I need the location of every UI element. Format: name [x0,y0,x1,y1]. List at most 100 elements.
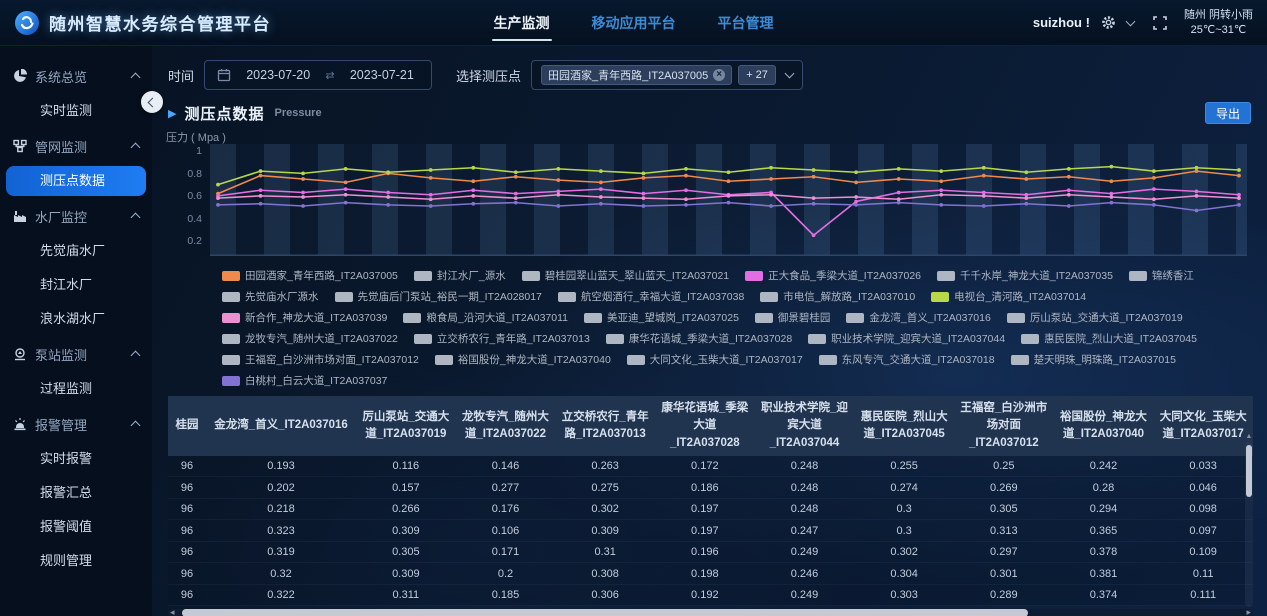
chart-point [1109,200,1114,205]
legend-item[interactable]: 千千水岸_神龙大道_IT2A037035 [937,268,1113,283]
column-header: 龙牧专汽_随州大道_IT2A037022 [462,410,549,440]
table-cell: 0.308 [591,567,619,580]
chevron-up-icon [130,350,141,361]
chart-point [1024,201,1029,206]
legend-item[interactable]: 厉山泵站_交通大道_IT2A037019 [1006,310,1183,325]
sidebar-item-process-monitoring[interactable]: 过程监测 [40,381,93,396]
legend-swatch [1010,354,1029,365]
table-cell: 0.309 [591,524,619,537]
legend-item[interactable]: 先觉庙水厂源水 [222,289,319,304]
legend-label: 电视台_清河路_IT2A037014 [954,291,1087,303]
legend-item[interactable]: 市电信_解放路_IT2A037010 [760,289,915,304]
legend-label: 航空烟酒行_幸福大道_IT2A037038 [580,291,745,303]
tab-platform-management[interactable]: 平台管理 [717,15,774,31]
table-cell: 0.266 [392,503,420,515]
legend-item[interactable]: 封江水厂_源水 [413,268,506,283]
legend-item[interactable]: 碧桂园翠山蓝天_翠山蓝天_IT2A037021 [521,268,729,283]
sidebar-group-pump-station[interactable]: 泵站监测 [0,336,152,372]
legend-item[interactable]: 裕国股份_神龙大道_IT2A037040 [434,352,611,367]
table-cell: 0.192 [691,589,719,601]
legend-item[interactable]: 航空烟酒行_幸福大道_IT2A037038 [557,289,745,304]
end-date-input[interactable]: 2023-07-21 [349,68,414,82]
table-cell: 0.116 [392,460,420,472]
sidebar-group-pipe-network[interactable]: 管网监测 [0,128,152,164]
legend-item[interactable]: 龙牧专汽_随州大道_IT2A037022 [222,331,398,346]
chart-point [939,169,944,174]
sidebar-item-realtime-alarm[interactable]: 实时报警 [40,451,93,466]
sidebar-collapse-button[interactable] [141,91,163,113]
section-subtitle: Pressure [274,107,322,119]
pressure-point-select[interactable]: 田园酒家_青年西路_IT2A037005 × + 27 [531,60,803,90]
legend-item[interactable]: 王福窑_白沙洲市场对面_IT2A037012 [222,352,419,367]
tab-production-monitoring[interactable]: 生产监测 [491,0,552,46]
legend-item[interactable]: 粮食局_沿河大道_IT2A037011 [403,310,568,325]
sidebar-item-fengjiang-plant[interactable]: 封江水厂 [40,277,93,292]
sidebar-item-pressure-point-data[interactable]: 测压点数据 [6,166,146,196]
legend-item[interactable]: 御景碧桂园 [754,310,831,325]
y-axis-title: 压力 ( Mpa ) [166,132,226,144]
legend-item[interactable]: 金龙湾_首义_IT2A037016 [846,310,991,325]
settings-gear-icon[interactable] [1101,15,1116,30]
tag-close-icon[interactable]: × [713,69,726,81]
legend-item[interactable]: 楚天明珠_明珠路_IT2A037015 [1010,352,1176,367]
legend-item[interactable]: 职业技术学院_迎宾大道_IT2A037044 [808,331,1005,346]
legend-item[interactable]: 锦绣香江 [1128,268,1194,283]
sidebar-group-system-overview[interactable]: 系统总览 [0,58,152,94]
legend-item[interactable]: 正大食品_季梁大道_IT2A037026 [745,268,921,283]
chart-point [1152,202,1156,207]
table-cell: 0.247 [790,524,819,537]
vertical-scrollbar-thumb[interactable] [1246,445,1252,497]
legend-item[interactable]: 田园酒家_青年西路_IT2A037005 [222,268,398,283]
table-cell: 0.275 [591,481,619,494]
legend-item[interactable]: 先觉庙后门泵站_裕民一期_IT2A028017 [334,289,542,304]
user-menu-chevron-icon[interactable] [1125,16,1136,26]
legend-label: 御景碧桂园 [777,312,831,324]
export-button[interactable]: 导出 [1204,102,1251,124]
sidebar-item-alarm-summary[interactable]: 报警汇总 [40,485,93,500]
sidebar-item-langshuihu-plant[interactable]: 浪水湖水厂 [40,311,106,326]
chevron-up-icon [130,142,141,153]
fullscreen-icon[interactable] [1153,15,1167,30]
chart-point [556,189,561,194]
chart-point [513,170,518,175]
horizontal-scrollbar[interactable]: ◂ ▸ [168,607,1253,616]
table-cell: 0.28 [1092,481,1115,494]
table-cell: 0.172 [691,460,719,472]
chart-point [1109,191,1114,196]
legend-item[interactable]: 康华花语城_季梁大道_IT2A037028 [605,331,792,346]
chart-point [1237,202,1241,207]
chart-point [471,165,476,170]
sidebar-item-rule-management[interactable]: 规则管理 [40,553,93,568]
legend-label: 千千水岸_神龙大道_IT2A037035 [960,270,1113,282]
chart-point [854,202,859,207]
chart-point [811,168,816,172]
date-range-picker[interactable]: 2023-07-20 ⇄ 2023-07-21 [204,60,433,90]
legend-item[interactable]: 立交桥农行_青年路_IT2A037013 [413,331,590,346]
legend-item[interactable]: 新合作_神龙大道_IT2A037039 [222,310,387,325]
vertical-scrollbar[interactable]: ▲ ▼ [1245,433,1253,616]
table-cell: 0.374 [1089,589,1118,601]
start-date-input[interactable]: 2023-07-20 [246,68,311,82]
sidebar-item-xianjuemiao-plant[interactable]: 先觉庙水厂 [40,243,106,258]
chart-point [726,179,731,184]
legend-item[interactable]: 白桃村_白云大道_IT2A037037 [222,373,387,388]
sidebar-item-alarm-threshold[interactable]: 报警阈值 [40,519,93,534]
legend-item[interactable]: 电视台_清河路_IT2A037014 [931,289,1086,304]
legend-item[interactable]: 东风专汽_交通大道_IT2A037018 [818,352,995,367]
sidebar-group-alarm-management[interactable]: 报警管理 [0,406,152,442]
chart-point [1194,169,1199,174]
point-select-label: 选择测压点 [456,68,522,84]
legend-item[interactable]: 大同文化_玉柴大道_IT2A037017 [626,352,803,367]
chart-point [896,166,901,171]
tab-mobile-app-platform[interactable]: 移动应用平台 [591,15,676,31]
horizontal-scrollbar-thumb[interactable] [182,609,1029,616]
legend-item[interactable]: 美亚迪_望城岗_IT2A037025 [584,310,739,325]
sidebar-group-water-plant[interactable]: 水厂监控 [0,198,152,234]
table-cell: 0.32 [270,567,292,580]
sidebar-group-label: 水厂监控 [35,209,88,225]
legend-item[interactable]: 惠民医院_烈山大道_IT2A037045 [1021,331,1197,346]
chart-point [896,197,901,202]
sidebar-item-realtime-monitoring[interactable]: 实时监测 [40,103,93,118]
chart-point [598,180,603,185]
